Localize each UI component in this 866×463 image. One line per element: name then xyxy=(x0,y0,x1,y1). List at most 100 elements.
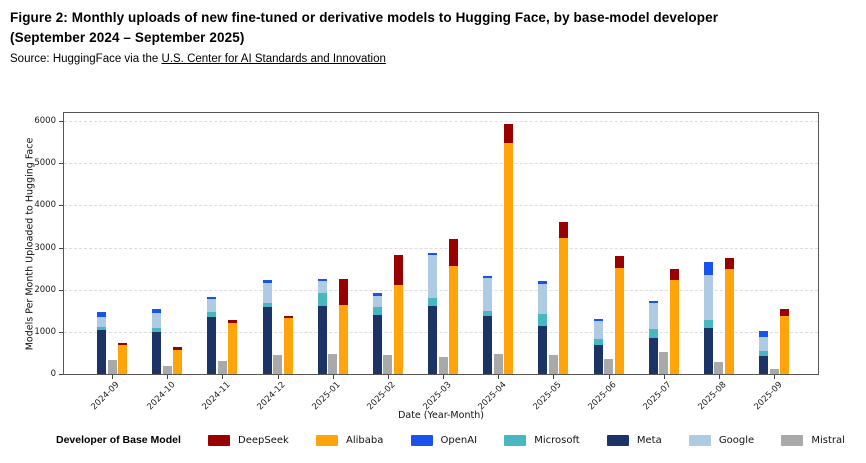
bar-stack-meta-ms-google-openai-2025-02 xyxy=(372,293,382,374)
bar-stack-meta-ms-google-openai-2025-09 xyxy=(759,331,769,374)
bar-segment-google-2025-04 xyxy=(483,278,493,312)
x-axis-label: Date (Year-Month) xyxy=(398,410,484,421)
bar-segment-mistral-2024-10 xyxy=(162,366,172,374)
bar-segment-google-2025-09 xyxy=(759,336,769,351)
bar-segment-openai-2024-09 xyxy=(97,312,106,317)
legend-label-openai: OpenAI xyxy=(440,434,478,446)
bar-segment-alibaba-2025-02 xyxy=(393,285,403,374)
bar-segment-meta-2025-09 xyxy=(759,355,769,374)
bar-segment-deepseek-2024-11 xyxy=(228,320,238,323)
x-tick-mark xyxy=(553,375,555,379)
bar-segment-google-2025-02 xyxy=(372,295,382,308)
bar-bar-mistral-2024-11 xyxy=(217,360,227,374)
bar-stack-meta-ms-google-openai-2025-03 xyxy=(428,252,438,374)
bar-segment-alibaba-2025-08 xyxy=(724,268,734,374)
bar-segment-microsoft-2025-05 xyxy=(538,314,548,326)
bar-stack-alibaba-deepseek-2024-11 xyxy=(228,320,238,374)
bar-segment-openai-2025-07 xyxy=(648,301,658,304)
legend-item-meta: Meta xyxy=(606,434,662,446)
bar-stack-alibaba-deepseek-2025-05 xyxy=(559,222,569,374)
y-tick-mark xyxy=(59,331,63,333)
bar-segment-google-2024-09 xyxy=(97,316,106,327)
bar-segment-meta-2024-11 xyxy=(207,316,217,374)
bar-bar-mistral-2025-08 xyxy=(714,362,724,374)
x-tick-mark xyxy=(277,375,279,379)
bar-segment-alibaba-2024-10 xyxy=(173,349,183,374)
bar-stack-alibaba-deepseek-2025-02 xyxy=(393,255,403,374)
bar-segment-deepseek-2025-05 xyxy=(559,222,569,238)
bar-segment-google-2024-10 xyxy=(152,312,162,328)
bar-stack-alibaba-deepseek-2025-01 xyxy=(338,278,348,374)
figure-title: Figure 2: Monthly uploads of new fine-tu… xyxy=(10,8,856,48)
bar-segment-microsoft-2024-11 xyxy=(207,312,217,317)
bar-segment-google-2025-06 xyxy=(593,321,603,340)
legend-swatch-google xyxy=(688,434,711,446)
bar-segment-microsoft-2024-12 xyxy=(262,303,272,307)
bar-stack-meta-ms-google-openai-2025-05 xyxy=(538,281,548,374)
x-tick-label-2025-03: 2025-03 xyxy=(420,380,454,413)
bar-segment-mistral-2025-06 xyxy=(604,358,614,374)
bar-segment-alibaba-2025-01 xyxy=(338,304,348,374)
bar-bar-mistral-2024-12 xyxy=(273,355,282,374)
bar-segment-openai-2025-09 xyxy=(759,331,769,337)
chart-legend: Developer of Base Model DeepSeek Alibaba O… xyxy=(56,434,845,446)
bar-segment-openai-2025-08 xyxy=(703,261,713,276)
bar-segment-meta-2025-05 xyxy=(538,325,548,374)
bar-stack-meta-ms-google-openai-2024-11 xyxy=(207,296,217,374)
bar-stack-meta-ms-google-openai-2024-12 xyxy=(262,280,272,374)
bar-stack-meta-ms-google-openai-2025-07 xyxy=(648,301,658,374)
bar-bar-mistral-2025-03 xyxy=(438,356,448,374)
bar-segment-openai-2024-12 xyxy=(262,280,272,283)
bar-segment-deepseek-2025-02 xyxy=(393,255,403,286)
bar-segment-openai-2025-03 xyxy=(428,252,438,256)
bar-segment-mistral-2025-07 xyxy=(659,352,669,374)
y-tick-mark xyxy=(59,121,63,122)
bar-segment-alibaba-2024-11 xyxy=(228,322,238,374)
legend-item-mistral: Mistral xyxy=(781,434,845,446)
x-tick-mark xyxy=(608,375,610,379)
legend-item-alibaba: Alibaba xyxy=(316,434,384,446)
x-tick-mark xyxy=(663,375,665,379)
bar-bar-mistral-2025-06 xyxy=(604,358,614,374)
bar-segment-mistral-2025-05 xyxy=(548,355,558,374)
bar-segment-deepseek-2025-01 xyxy=(338,278,348,305)
x-tick-label-2025-06: 2025-06 xyxy=(586,380,619,413)
gridline-6000 xyxy=(64,121,818,122)
legend-label-meta: Meta xyxy=(636,434,662,446)
y-tick-label-2000: 2000 xyxy=(34,284,56,295)
bar-segment-deepseek-2024-12 xyxy=(283,315,293,318)
bar-segment-mistral-2024-12 xyxy=(273,355,282,374)
x-tick-label-2024-11: 2024-11 xyxy=(200,380,233,413)
legend-swatch-meta xyxy=(606,434,629,446)
bar-segment-deepseek-2025-07 xyxy=(669,269,679,281)
bar-segment-mistral-2025-08 xyxy=(714,362,724,374)
bar-segment-alibaba-2024-09 xyxy=(118,345,127,374)
y-tick-mark xyxy=(59,289,63,291)
bar-segment-microsoft-2025-03 xyxy=(428,297,438,307)
x-tick-label-2025-09: 2025-09 xyxy=(751,380,785,413)
bar-segment-alibaba-2025-09 xyxy=(780,315,790,374)
figure-title-line1: Figure 2: Monthly uploads of new fine-tu… xyxy=(10,10,719,25)
y-tick-label-0: 0 xyxy=(50,369,56,379)
x-tick-mark xyxy=(332,375,334,379)
x-tick-label-2025-07: 2025-07 xyxy=(641,380,674,413)
y-tick-label-3000: 3000 xyxy=(34,242,56,253)
bar-segment-alibaba-2025-03 xyxy=(449,266,459,374)
legend-swatch-openai xyxy=(410,434,433,446)
bar-segment-deepseek-2025-04 xyxy=(504,124,514,143)
source-link[interactable]: U.S. Center for AI Standards and Innovat… xyxy=(161,53,386,65)
x-tick-mark xyxy=(718,375,720,379)
gridline-2000 xyxy=(64,289,818,291)
legend-label-microsoft: Microsoft xyxy=(534,434,580,446)
bar-stack-alibaba-deepseek-2024-12 xyxy=(283,315,293,374)
bar-segment-alibaba-2025-04 xyxy=(504,142,514,374)
x-tick-label-2025-02: 2025-02 xyxy=(365,380,398,413)
bar-stack-alibaba-deepseek-2025-04 xyxy=(504,124,514,374)
legend-item-google: Google xyxy=(688,434,755,446)
bar-segment-mistral-2025-01 xyxy=(328,354,338,374)
figure-header: Figure 2: Monthly uploads of new fine-tu… xyxy=(10,8,856,67)
bar-segment-meta-2024-12 xyxy=(262,306,272,374)
legend-label-google: Google xyxy=(718,434,755,446)
legend-label-alibaba: Alibaba xyxy=(346,434,384,446)
x-tick-mark xyxy=(112,375,113,379)
